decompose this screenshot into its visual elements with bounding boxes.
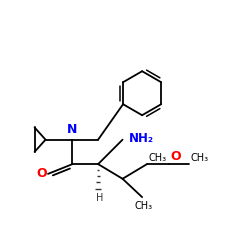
Text: CH₃: CH₃ (149, 153, 167, 163)
Text: N: N (67, 123, 78, 136)
Text: CH₃: CH₃ (190, 153, 209, 163)
Text: CH₃: CH₃ (134, 201, 152, 211)
Text: O: O (36, 168, 47, 180)
Text: O: O (170, 150, 181, 163)
Text: NH₂: NH₂ (129, 132, 154, 145)
Text: H: H (96, 193, 103, 203)
